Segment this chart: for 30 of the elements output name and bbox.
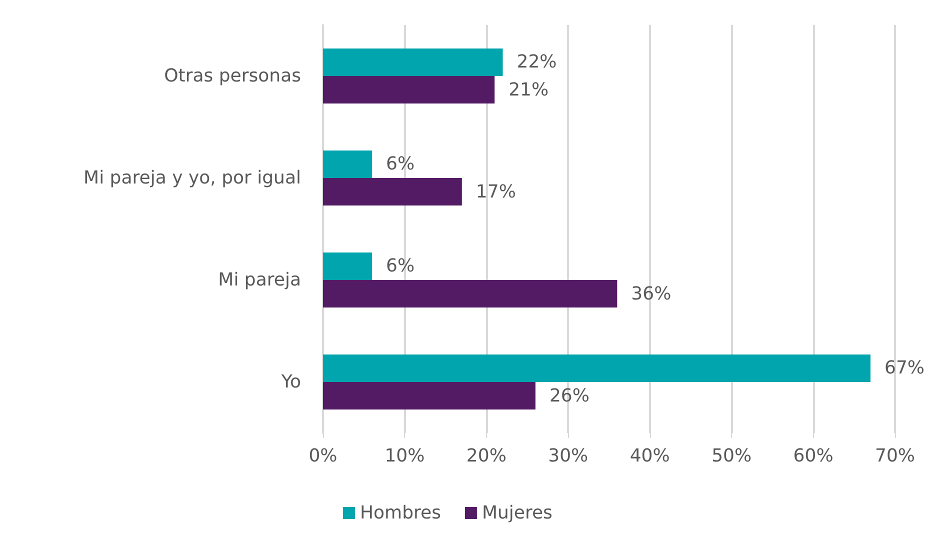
y-tick-label: Yo <box>280 372 301 392</box>
y-tick-label: Mi pareja <box>218 270 301 290</box>
x-tick-label: 20% <box>466 446 506 466</box>
x-tick-label: 10% <box>384 446 425 466</box>
bar <box>323 252 372 280</box>
x-tick-label: 30% <box>548 446 588 466</box>
legend-label: Mujeres <box>482 502 552 524</box>
data-label: 17% <box>476 181 516 202</box>
x-tick-label: 60% <box>793 446 834 466</box>
bar <box>323 382 536 410</box>
x-tick-label: 70% <box>874 446 916 466</box>
data-label: 6% <box>386 154 415 175</box>
x-tick-label: 40% <box>630 446 670 466</box>
y-tick-label: Otras personas <box>164 66 301 86</box>
x-tick-label: 50% <box>712 446 752 466</box>
data-label: 26% <box>549 385 590 406</box>
bar <box>323 150 372 178</box>
y-tick-label: Mi pareja y yo, por igual <box>84 168 301 188</box>
bar <box>323 48 503 76</box>
data-label: 22% <box>516 52 557 73</box>
data-label: 6% <box>386 256 415 277</box>
bar <box>323 280 618 308</box>
bar <box>323 354 870 382</box>
bar <box>323 178 462 206</box>
x-tick-label: 0% <box>308 446 338 466</box>
legend-label: Hombres <box>360 502 441 524</box>
data-label: 67% <box>884 358 924 379</box>
bar <box>323 76 495 104</box>
data-label: 21% <box>508 79 549 100</box>
data-label: 36% <box>631 283 672 304</box>
